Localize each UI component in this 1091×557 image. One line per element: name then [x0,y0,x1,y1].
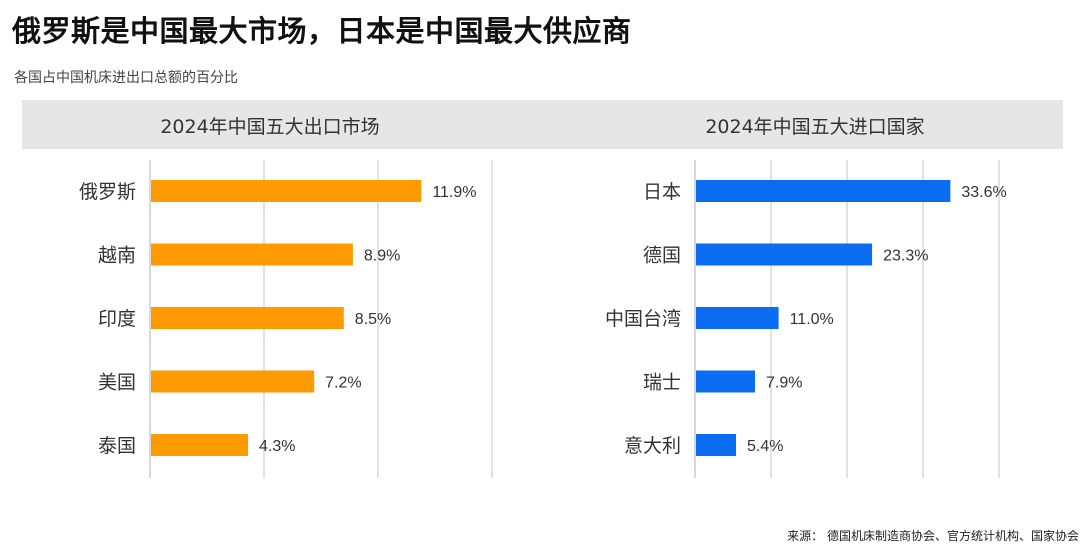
source-note: 来源： 德国机床制造商协会、官方统计机构、国家协会 [787,529,1079,543]
import-bar [696,370,756,393]
export-category-label: 印度 [98,308,136,330]
import-bar [696,180,951,202]
export-category-label: 泰国 [98,435,136,457]
import-countries-chart: 日本 33.6% 德国 23.3% 中国台湾 11.0% 瑞士 7.9% 意大利 5.4% [605,160,1007,478]
import-chart-title: 2024年中国五大进口国家 [705,116,925,138]
export-bar [151,243,353,266]
import-bar [696,307,779,329]
export-bar [151,307,344,329]
export-value-label: 8.5% [355,311,391,328]
import-bar [696,243,873,266]
import-category-label: 中国台湾 [605,308,681,330]
export-bar [151,180,422,202]
panel-header-bar [22,100,1063,149]
import-value-label: 5.4% [747,438,783,455]
export-bar [151,434,249,456]
export-value-label: 8.9% [364,248,400,265]
import-bar [696,434,737,456]
export-category-label: 俄罗斯 [79,181,136,203]
export-category-label: 越南 [98,245,136,267]
export-value-label: 7.2% [325,375,361,392]
import-category-label: 德国 [643,245,681,267]
export-markets-chart: 俄罗斯 11.9% 越南 8.9% 印度 8.5% 美国 7.2% 泰国 4.3% [79,160,493,478]
import-category-label: 瑞士 [643,372,681,394]
export-value-label: 4.3% [259,438,295,455]
export-chart-title: 2024年中国五大出口市场 [160,116,380,138]
export-value-label: 11.9% [432,184,476,201]
import-category-label: 日本 [643,181,681,203]
import-value-label: 23.3% [883,248,928,265]
import-value-label: 7.9% [766,375,802,392]
subtitle: 各国占中国机床进出口总额的百分比 [14,70,238,86]
export-category-label: 美国 [98,372,136,394]
export-bar [151,370,315,393]
import-value-label: 33.6% [961,184,1006,201]
import-category-label: 意大利 [624,435,681,457]
headline: 俄罗斯是中国最大市场，日本是中国最大供应商 [12,14,632,48]
import-value-label: 11.0% [790,311,834,328]
